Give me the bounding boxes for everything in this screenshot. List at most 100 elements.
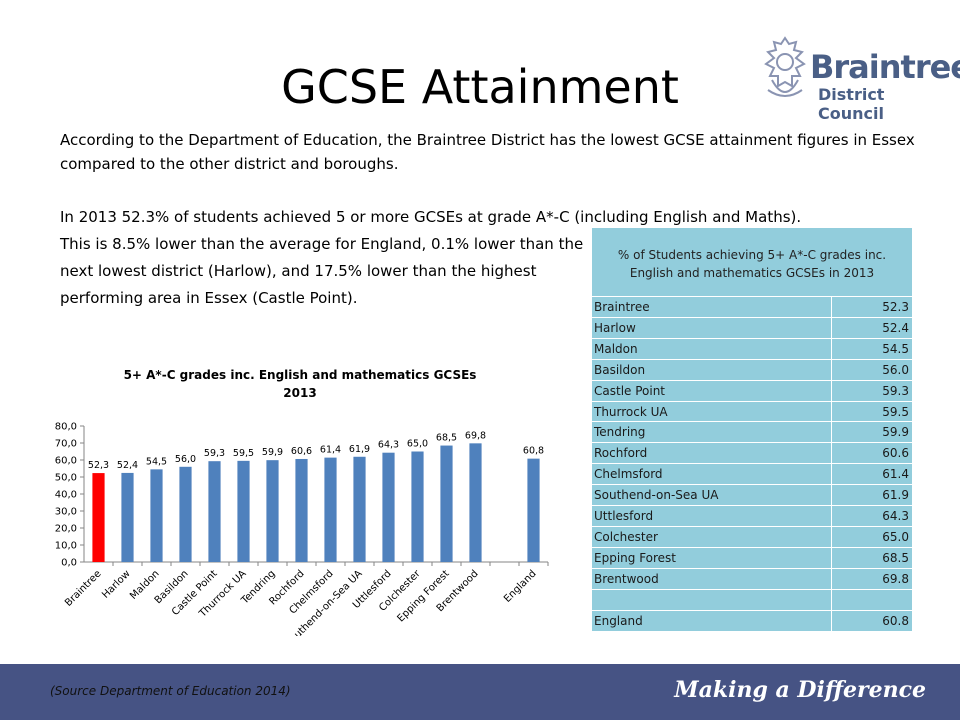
bar (208, 461, 221, 562)
bar-value-label: 52,4 (117, 460, 138, 471)
bar-value-label: 59,3 (204, 448, 225, 459)
table-row: Southend-on-Sea UA 61.9 (592, 484, 912, 505)
bar (295, 458, 308, 562)
row-value: 59.3 (882, 383, 909, 398)
row-value: 61.4 (882, 467, 909, 482)
table-row: Tendring 59.9 (592, 421, 912, 442)
bar (179, 466, 192, 562)
bar-value-label: 68,5 (436, 433, 457, 444)
comparison-line: next lowest district (Harlow), and 17.5%… (60, 262, 537, 280)
table-row: Uttlesford 64.3 (592, 505, 912, 526)
bar-value-label: 61,4 (320, 445, 341, 456)
chart-title-line: 5+ A*-C grades inc. English and mathemat… (123, 368, 477, 382)
y-tick-label: 40,0 (55, 490, 77, 501)
logo-name: Braintree (810, 48, 960, 86)
bar-value-label: 54,5 (146, 456, 167, 467)
bar-value-label: 64,3 (378, 440, 399, 451)
row-area-name: Tendring (594, 425, 646, 440)
row-value: 64.3 (882, 509, 909, 523)
bar (121, 472, 134, 562)
bar (440, 445, 453, 562)
row-value: 56.0 (882, 362, 909, 377)
row-area-name: Thurrock UA (594, 404, 668, 419)
row-value: 61.9 (882, 488, 909, 503)
bar-value-label: 59,5 (233, 448, 254, 459)
bar (237, 460, 250, 562)
row-area-name: Uttlesford (594, 509, 654, 523)
row-area-name: Basildon (594, 362, 646, 377)
chart-title-line: 2013 (283, 386, 317, 400)
table-row: Castle Point 59.3 (592, 379, 912, 401)
table-row (592, 588, 912, 610)
table-row: England 60.8 (592, 609, 912, 631)
bar (150, 469, 163, 562)
bar-value-label: 60,6 (291, 446, 312, 457)
slogan: Making a Difference (674, 677, 926, 703)
x-category-label: Harlow (100, 568, 132, 600)
y-tick-label: 10,0 (55, 541, 77, 552)
table-row: Maldon 54.5 (592, 337, 912, 359)
table-row: Thurrock UA 59.5 (592, 400, 912, 422)
row-value: 59.5 (882, 404, 909, 419)
bar-value-label: 59,9 (262, 447, 283, 458)
table-row: Colchester 65.0 (592, 525, 912, 547)
table-header: % of Students achieving 5+ A*-C grades i… (617, 248, 887, 280)
slide-title: GCSE Attainment (281, 60, 679, 114)
footer-bar: (Source Department of Education 2014) Ma… (0, 664, 960, 720)
x-category-label: Braintree (63, 568, 104, 609)
bar-value-label: 69,8 (465, 430, 486, 441)
row-area-name: Castle Point (594, 383, 666, 398)
comparison-line: This is 8.5% lower than the average for … (60, 235, 584, 253)
row-area-name: Braintree (594, 300, 650, 314)
stat-paragraph: In 2013 52.3% of students achieved 5 or … (60, 208, 802, 226)
chart-title: 5+ A*-C grades inc. English and mathemat… (38, 366, 562, 402)
row-area-name: Epping Forest (594, 550, 677, 565)
table-row: Chelmsford 61.4 (592, 463, 912, 484)
row-value: 68.5 (882, 550, 909, 565)
braintree-logo: Braintree District Council (758, 30, 960, 123)
row-value: 60.6 (882, 446, 909, 461)
row-value: 65.0 (882, 529, 909, 544)
chart-plot: 0,0 10,0 20,0 30,0 40,0 50,0 60,0 70,0 80,0 52,3 B… (55, 422, 549, 636)
table-row: Brentwood 69.8 (592, 567, 912, 589)
row-value: 52.4 (882, 320, 909, 335)
comparison-line: performing area in Essex (Castle Point). (60, 289, 358, 307)
intro-paragraph: According to the Department of Education… (60, 131, 915, 173)
row-area-name: Colchester (594, 529, 658, 544)
table-row: Epping Forest 68.5 (592, 546, 912, 568)
row-value: 69.8 (882, 571, 909, 586)
bar-value-label: 56,0 (175, 454, 196, 465)
y-tick-label: 20,0 (55, 524, 77, 535)
row-area-name: Brentwood (594, 571, 659, 586)
bar (266, 460, 279, 562)
source-note: (Source Department of Education 2014) (50, 684, 291, 698)
x-category-label: England (502, 568, 538, 604)
bar (92, 473, 105, 562)
table-row: Basildon 56.0 (592, 358, 912, 380)
table-row: Harlow 52.4 (592, 316, 912, 338)
bar (469, 443, 482, 562)
y-tick-label: 0,0 (61, 558, 77, 569)
row-area-name: Harlow (594, 320, 636, 335)
x-category-label: Epping Forest (396, 568, 452, 624)
row-value: 52.3 (882, 300, 909, 314)
attainment-table: % of Students achieving 5+ A*-C grades i… (592, 228, 912, 631)
row-area-name: Southend-on-Sea UA (594, 488, 719, 503)
column-divider (831, 296, 832, 631)
bar (382, 452, 395, 562)
bar (353, 456, 366, 562)
table-row: Braintree 52.3 (592, 296, 912, 317)
row-area-name: Chelmsford (594, 467, 663, 482)
row-area-name: Maldon (594, 341, 638, 356)
bar-value-label: 61,9 (349, 444, 370, 455)
y-tick-label: 30,0 (55, 507, 77, 518)
bar-value-label: 65,0 (407, 439, 428, 450)
logo-subtitle: District Council (818, 85, 885, 123)
row-value: 54.5 (882, 341, 909, 356)
bar (411, 451, 424, 562)
y-tick-label: 70,0 (55, 439, 77, 450)
y-tick-label: 60,0 (55, 456, 77, 467)
y-tick-label: 80,0 (55, 422, 77, 433)
bar (324, 457, 337, 562)
bar-value-label: 52,3 (88, 460, 109, 471)
